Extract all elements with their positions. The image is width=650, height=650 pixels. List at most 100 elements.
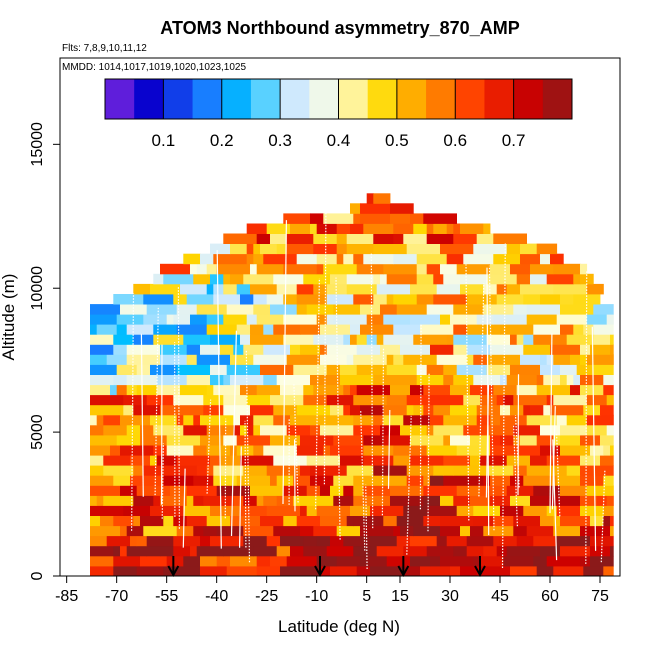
heatmap-cell [423, 213, 457, 224]
heatmap-cell [490, 414, 501, 426]
heatmap-cell [160, 344, 188, 355]
heatmap-cell [300, 525, 314, 537]
heatmap-cell [356, 334, 368, 345]
heatmap-cell [246, 253, 254, 265]
heatmap-cell [513, 525, 527, 537]
heatmap-cell [466, 475, 484, 486]
heatmap-cell [476, 314, 494, 325]
heatmap-cell [373, 465, 407, 476]
x-tick-label: -40 [205, 588, 228, 605]
flight-trace [282, 220, 287, 505]
heatmap-cell [206, 424, 228, 436]
heatmap-cell [280, 565, 291, 577]
heatmap-cell [176, 304, 198, 315]
heatmap-cell [326, 394, 354, 406]
heatmap-cell [573, 273, 581, 285]
heatmap-cell [410, 455, 444, 466]
heatmap-cell [206, 283, 214, 295]
heatmap-cell [600, 455, 614, 466]
heatmap-cell [163, 475, 194, 486]
heatmap-cell [256, 555, 271, 567]
heatmap-cell [90, 414, 98, 426]
heatmap-cell [336, 525, 361, 537]
heatmap-cell [196, 263, 208, 275]
x-tick-label: 5 [362, 588, 371, 605]
heatmap-cell [523, 294, 541, 305]
heatmap-cell [480, 555, 504, 567]
heatmap-cell [606, 314, 614, 325]
heatmap-cell [513, 304, 527, 315]
heatmap-cell [176, 324, 208, 335]
heatmap-cell [493, 253, 521, 265]
heatmap-cell [586, 414, 614, 426]
heatmap-cell [436, 354, 468, 365]
heatmap-cell [583, 324, 594, 335]
heatmap-cell [186, 495, 194, 506]
heatmap-cell [250, 535, 268, 547]
heatmap-cell [236, 283, 251, 295]
heatmap-cell [270, 394, 304, 406]
heatmap-cell [456, 505, 474, 516]
heatmap-cell [366, 193, 374, 204]
heatmap-cell [106, 535, 131, 547]
heatmap-cell [313, 283, 327, 295]
heatmap-cell [296, 404, 331, 416]
heatmap-cell [516, 384, 538, 396]
heatmap-cell [316, 535, 331, 547]
flight-trace [465, 264, 470, 521]
heatmap-cell [526, 314, 558, 325]
heatmap-cell [343, 535, 371, 547]
heatmap-cell [533, 334, 567, 345]
heatmap-cell [603, 384, 614, 396]
heatmap-cell [90, 374, 114, 386]
heatmap-cell [453, 324, 467, 335]
heatmap-cell [296, 515, 321, 527]
heatmap-cell [486, 424, 514, 436]
heatmap-cell [416, 273, 434, 285]
heatmap-cell [323, 465, 347, 476]
heatmap-cell [380, 344, 401, 355]
heatmap-cell [450, 404, 478, 416]
heatmap-cell [440, 515, 474, 527]
heatmap-cell [373, 374, 384, 386]
colorbar-tick-label: 0.4 [327, 131, 351, 150]
flight-trace [177, 286, 180, 529]
x-tick-label: 45 [491, 588, 509, 605]
heatmap-cell [560, 364, 578, 375]
heatmap-cell [540, 515, 554, 527]
heatmap-cell [513, 394, 547, 406]
heatmap-cell [410, 445, 428, 456]
heatmap-cell [233, 495, 244, 506]
heatmap-cell [136, 384, 158, 396]
heatmap-cell [506, 283, 521, 295]
heatmap-cell [113, 515, 134, 527]
heatmap-cell [406, 465, 434, 476]
heatmap-cell [580, 273, 594, 285]
flight-trace [323, 211, 327, 485]
heatmap-cell [186, 354, 198, 365]
heatmap-cell [410, 535, 438, 547]
heatmap-cell [543, 404, 551, 416]
heatmap-cell [430, 394, 464, 406]
heatmap-cell [196, 545, 224, 557]
flight-trace [419, 323, 422, 510]
y-tick-label: 0 [29, 571, 46, 580]
heatmap-cell [280, 535, 304, 547]
heatmap-cell [256, 565, 281, 577]
flight-trace [387, 409, 391, 489]
heatmap-cell [460, 565, 478, 577]
heatmap-cell [283, 213, 311, 224]
heatmap-cell [430, 344, 454, 355]
heatmap-cell [403, 414, 431, 426]
heatmap-cell [483, 304, 514, 315]
heatmap-cell [510, 475, 524, 486]
colorbar-tick-label: 0.5 [385, 131, 409, 150]
heatmap-cell [373, 294, 387, 305]
heatmap-cell [433, 223, 447, 234]
heatmap-cell [516, 273, 531, 285]
heatmap-cell [150, 414, 178, 426]
heatmap-cell [413, 223, 427, 234]
heatmap-cell [396, 535, 411, 547]
flight-trace [485, 384, 490, 498]
heatmap-cell [90, 465, 104, 476]
